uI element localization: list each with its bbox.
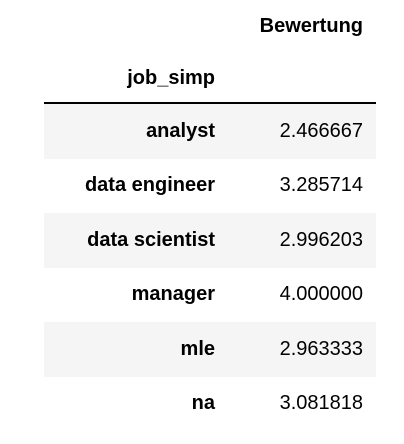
row-index-label: mle xyxy=(180,337,215,360)
table-row: data engineer 3.285714 xyxy=(44,159,376,214)
row-value: 2.996203 xyxy=(279,228,363,251)
row-value: 3.285714 xyxy=(279,174,363,197)
row-index-label: na xyxy=(191,392,215,415)
table-row: manager 4.000000 xyxy=(44,268,376,323)
row-index-label: manager xyxy=(131,283,215,306)
index-name-row: job_simp xyxy=(44,52,376,104)
row-value: 2.963333 xyxy=(279,337,363,360)
row-index-label: analyst xyxy=(146,119,215,142)
row-value: 2.466667 xyxy=(279,119,363,142)
index-name: job_simp xyxy=(127,67,215,89)
row-index-label: data scientist xyxy=(87,228,215,251)
table-row: mle 2.963333 xyxy=(44,322,376,377)
table-row: analyst 2.466667 xyxy=(44,104,376,159)
table-row: na 3.081818 xyxy=(44,377,376,432)
row-value: 3.081818 xyxy=(279,392,363,415)
row-value: 4.000000 xyxy=(279,283,363,306)
column-header-row: Bewertung xyxy=(44,0,376,52)
row-index-label: data engineer xyxy=(84,174,215,197)
table-row: data scientist 2.996203 xyxy=(44,213,376,268)
dataframe-table: Bewertung job_simp analyst 2.466667 data… xyxy=(44,0,376,431)
column-header-bewertung: Bewertung xyxy=(259,15,363,37)
